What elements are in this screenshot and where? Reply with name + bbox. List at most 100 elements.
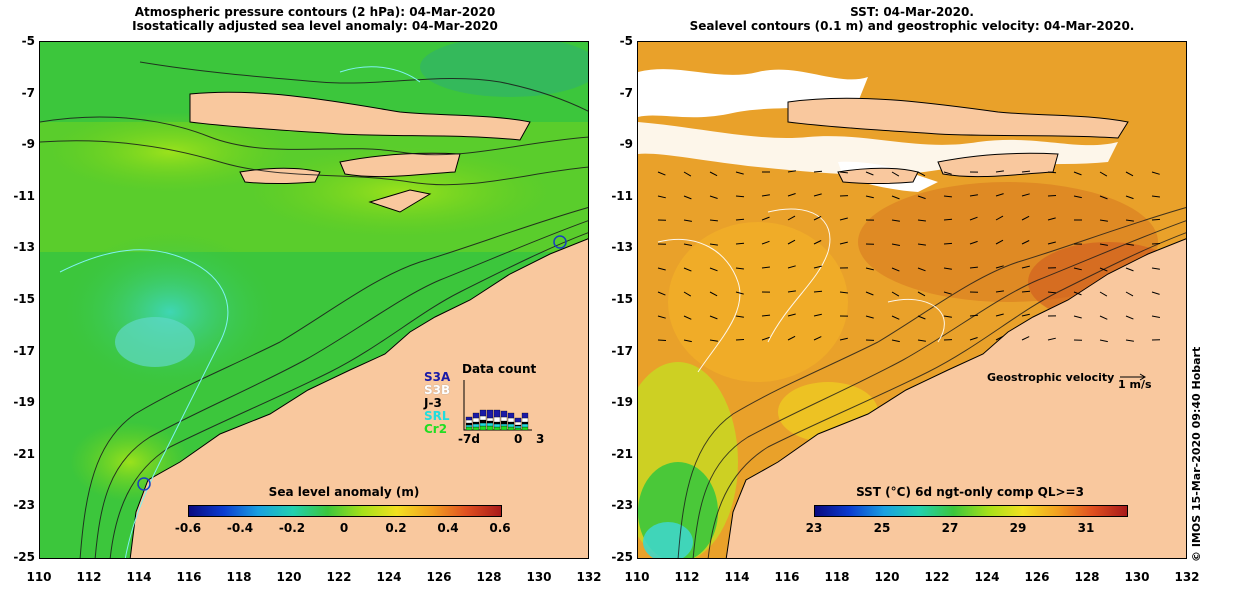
x-tick-label: 110	[624, 570, 650, 584]
velocity-arrow	[683, 267, 692, 272]
velocity-arrow	[969, 216, 978, 221]
australia-landmass	[725, 238, 1186, 558]
velocity-arrow	[1151, 315, 1160, 318]
velocity-arrow	[735, 339, 745, 341]
velocity-arrow	[1021, 215, 1030, 221]
y-tick-label: -15	[611, 292, 633, 306]
velocity-arrow	[709, 243, 718, 246]
velocity-arrow	[813, 313, 822, 317]
data-count-bar	[465, 416, 473, 421]
data-count-bar	[500, 420, 508, 425]
satellite-legend-item: J-3	[424, 396, 442, 410]
velocity-arrow	[1125, 339, 1134, 342]
velocity-arrow	[865, 291, 874, 296]
velocity-arrow	[891, 267, 900, 272]
velocity-arrow	[969, 194, 978, 197]
x-tick-label: 120	[276, 570, 302, 584]
velocity-arrow	[891, 195, 900, 200]
velocity-arrow	[1047, 171, 1057, 174]
y-tick-label: -17	[13, 343, 35, 358]
velocity-arrow	[761, 336, 770, 341]
velocity-arrow	[1151, 243, 1161, 245]
data-count-bar	[521, 412, 529, 419]
velocity-arrow	[1073, 315, 1082, 319]
velocity-arrow	[943, 171, 952, 175]
data-count-bar	[479, 409, 487, 417]
velocity-arrow	[943, 315, 952, 318]
velocity-arrow	[1151, 291, 1160, 295]
imos-credit: © IMOS 15-Mar-2020 09:40 Hobart	[1190, 346, 1203, 562]
x-tick-label: 128	[1074, 570, 1100, 584]
velocity-arrow	[761, 240, 770, 245]
velocity-arrow	[1021, 265, 1030, 269]
data-count-bar	[486, 425, 494, 431]
australia-landmass	[129, 238, 588, 558]
x-tick-label: 124	[974, 570, 1000, 584]
velocity-arrow	[657, 267, 666, 271]
x-tick-label: 128	[476, 570, 502, 584]
x-tick-label: 126	[426, 570, 452, 584]
left-title-line1: Atmospheric pressure contours (2 hPa): 0…	[134, 5, 496, 19]
velocity-arrow	[787, 193, 796, 197]
velocity-arrow	[761, 266, 770, 269]
data-count-bar	[521, 423, 529, 428]
velocity-arrow	[787, 215, 796, 221]
velocity-arrow	[891, 291, 900, 297]
velocity-scale-label: 1 m/s	[1118, 378, 1152, 391]
velocity-arrow	[1151, 267, 1160, 270]
velocity-arrow	[969, 337, 978, 341]
velocity-arrow	[1021, 170, 1031, 173]
data-count-bar	[514, 427, 522, 431]
velocity-arrow	[1099, 171, 1108, 177]
velocity-arrow	[709, 171, 718, 177]
velocity-arrow	[917, 291, 926, 297]
velocity-arrow	[1125, 195, 1134, 200]
velocity-arrow	[787, 335, 796, 341]
data-count-bar	[507, 426, 515, 431]
velocity-arrow	[995, 170, 1004, 173]
data-count-bar	[514, 425, 522, 429]
velocity-arrow	[787, 290, 796, 293]
y-tick-label: -19	[611, 395, 633, 410]
velocity-arrow	[917, 219, 926, 222]
geostrophic-velocity-label: Geostrophic velocity	[987, 371, 1115, 384]
x-tick-label: 122	[924, 570, 950, 584]
velocity-arrow	[709, 219, 718, 222]
velocity-arrow	[995, 335, 1004, 341]
y-tick-label: -7	[21, 85, 35, 100]
data-count-bar	[493, 426, 501, 431]
right-title-line1: SST: 04-Mar-2020.	[850, 5, 974, 19]
velocity-arrow	[657, 315, 666, 319]
colorbar-tick-label: -0.2	[278, 521, 306, 535]
data-count-bar	[479, 422, 487, 427]
velocity-scale-arrow	[1120, 373, 1146, 381]
x-tick-label: 120	[874, 570, 900, 584]
velocity-arrow	[917, 315, 926, 320]
velocity-arrow	[813, 193, 822, 197]
velocity-arrow	[1021, 193, 1030, 197]
data-count-bar	[479, 419, 487, 424]
velocity-arrow	[1073, 267, 1082, 271]
velocity-arrow	[1021, 336, 1030, 341]
velocity-arrow	[761, 216, 770, 221]
data-count-bar	[479, 425, 487, 431]
velocity-arrow	[683, 243, 692, 246]
right-colorbar	[814, 505, 1128, 517]
velocity-arrow	[995, 265, 1004, 269]
velocity-arrow	[1047, 241, 1056, 245]
sea-level-anomaly-map	[39, 41, 589, 559]
colorbar-tick-label: 29	[1009, 521, 1027, 535]
velocity-arrow	[735, 267, 744, 270]
data-count-bar	[465, 424, 473, 428]
data-count-title: Data count	[462, 362, 537, 376]
velocity-arrow	[1125, 315, 1134, 320]
velocity-arrow	[891, 339, 900, 343]
velocity-arrow	[735, 218, 745, 221]
velocity-arrow	[813, 215, 822, 221]
velocity-arrow	[813, 336, 822, 341]
data-count-bar	[521, 421, 529, 425]
velocity-arrow	[683, 195, 692, 200]
x-tick-label: 112	[76, 570, 102, 584]
velocity-arrow	[1099, 267, 1108, 272]
velocity-arrow	[1047, 217, 1056, 221]
